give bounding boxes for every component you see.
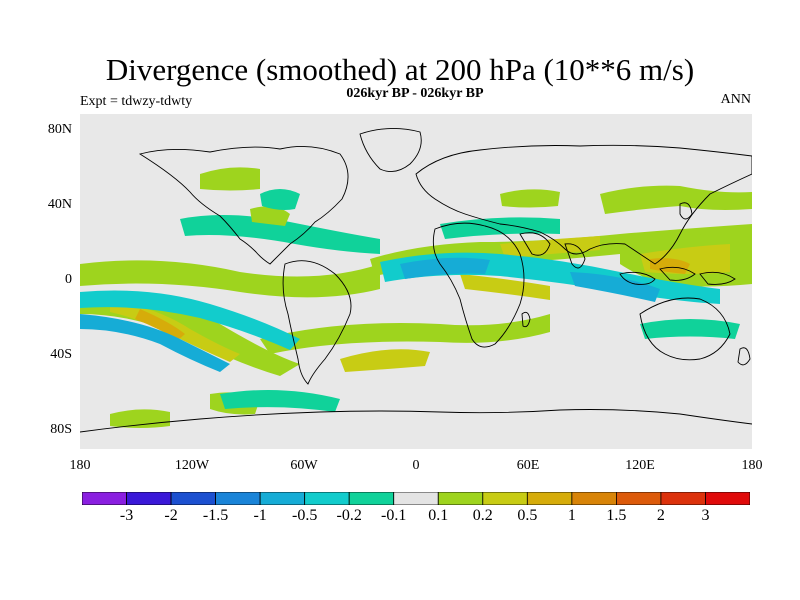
coastlines xyxy=(80,128,752,433)
colorbar-swatch xyxy=(705,492,750,505)
lon-label-120w: 120W xyxy=(174,458,210,473)
colorbar-label: -0.2 xyxy=(336,507,362,524)
colorbar-label: -0.1 xyxy=(381,507,407,524)
colorbar-swatch xyxy=(660,492,706,505)
colorbar-label: -2 xyxy=(164,507,178,524)
colorbar-swatch xyxy=(215,492,261,505)
colorbar-label: -0.5 xyxy=(291,507,318,524)
colorbar-swatch xyxy=(526,492,573,505)
lat-label-0: 0 xyxy=(65,272,72,287)
lat-label-80s: 80S xyxy=(50,422,72,437)
experiment-label: Expt = tdwzy-tdwty xyxy=(80,94,193,109)
lon-label-60e: 60E xyxy=(516,458,540,473)
colorbar xyxy=(82,492,750,505)
colorbar-label: 0.1 xyxy=(428,507,449,524)
colorbar-label: 1 xyxy=(567,507,576,524)
season-label: ANN xyxy=(720,92,751,107)
colorbar-swatch xyxy=(82,492,127,505)
lon-label-120e: 120E xyxy=(625,458,655,473)
lat-label-40n: 40N xyxy=(47,197,72,212)
colorbar-swatch xyxy=(348,492,395,505)
colorbar-swatch xyxy=(304,492,350,505)
colorbar-swatch xyxy=(170,492,216,505)
lat-label-80n: 80N xyxy=(47,122,72,137)
colorbar-swatch xyxy=(482,492,528,505)
colorbar-label: 0.5 xyxy=(517,507,538,524)
colorbar-label: -3 xyxy=(119,507,134,524)
colorbar-swatch xyxy=(393,492,439,505)
plot-title: Divergence (smoothed) at 200 hPa (10**6 … xyxy=(105,52,695,87)
colorbar-label: 0.2 xyxy=(472,507,493,524)
colorbar-label: -1.5 xyxy=(202,507,229,524)
lon-label-180w: 180 xyxy=(69,458,91,473)
colorbar-swatch xyxy=(571,492,617,505)
lon-label-0: 0 xyxy=(412,458,420,473)
lat-label-40s: 40S xyxy=(50,347,72,362)
divergence-map xyxy=(80,114,752,449)
plot-subtitle: 026kyr BP - 026kyr BP xyxy=(346,86,484,101)
colorbar-label: 2 xyxy=(656,507,665,524)
colorbar-swatch xyxy=(616,492,662,505)
colorbar-swatch xyxy=(126,492,172,505)
colorbar-swatch xyxy=(259,492,306,505)
colorbar-label: -1 xyxy=(253,507,267,524)
colorbar-swatch xyxy=(437,492,484,505)
colorbar-label: 3 xyxy=(701,507,710,524)
colorbar-label: 1.5 xyxy=(606,507,627,524)
lon-label-60w: 60W xyxy=(290,458,318,473)
lon-label-180e: 180 xyxy=(741,458,763,473)
